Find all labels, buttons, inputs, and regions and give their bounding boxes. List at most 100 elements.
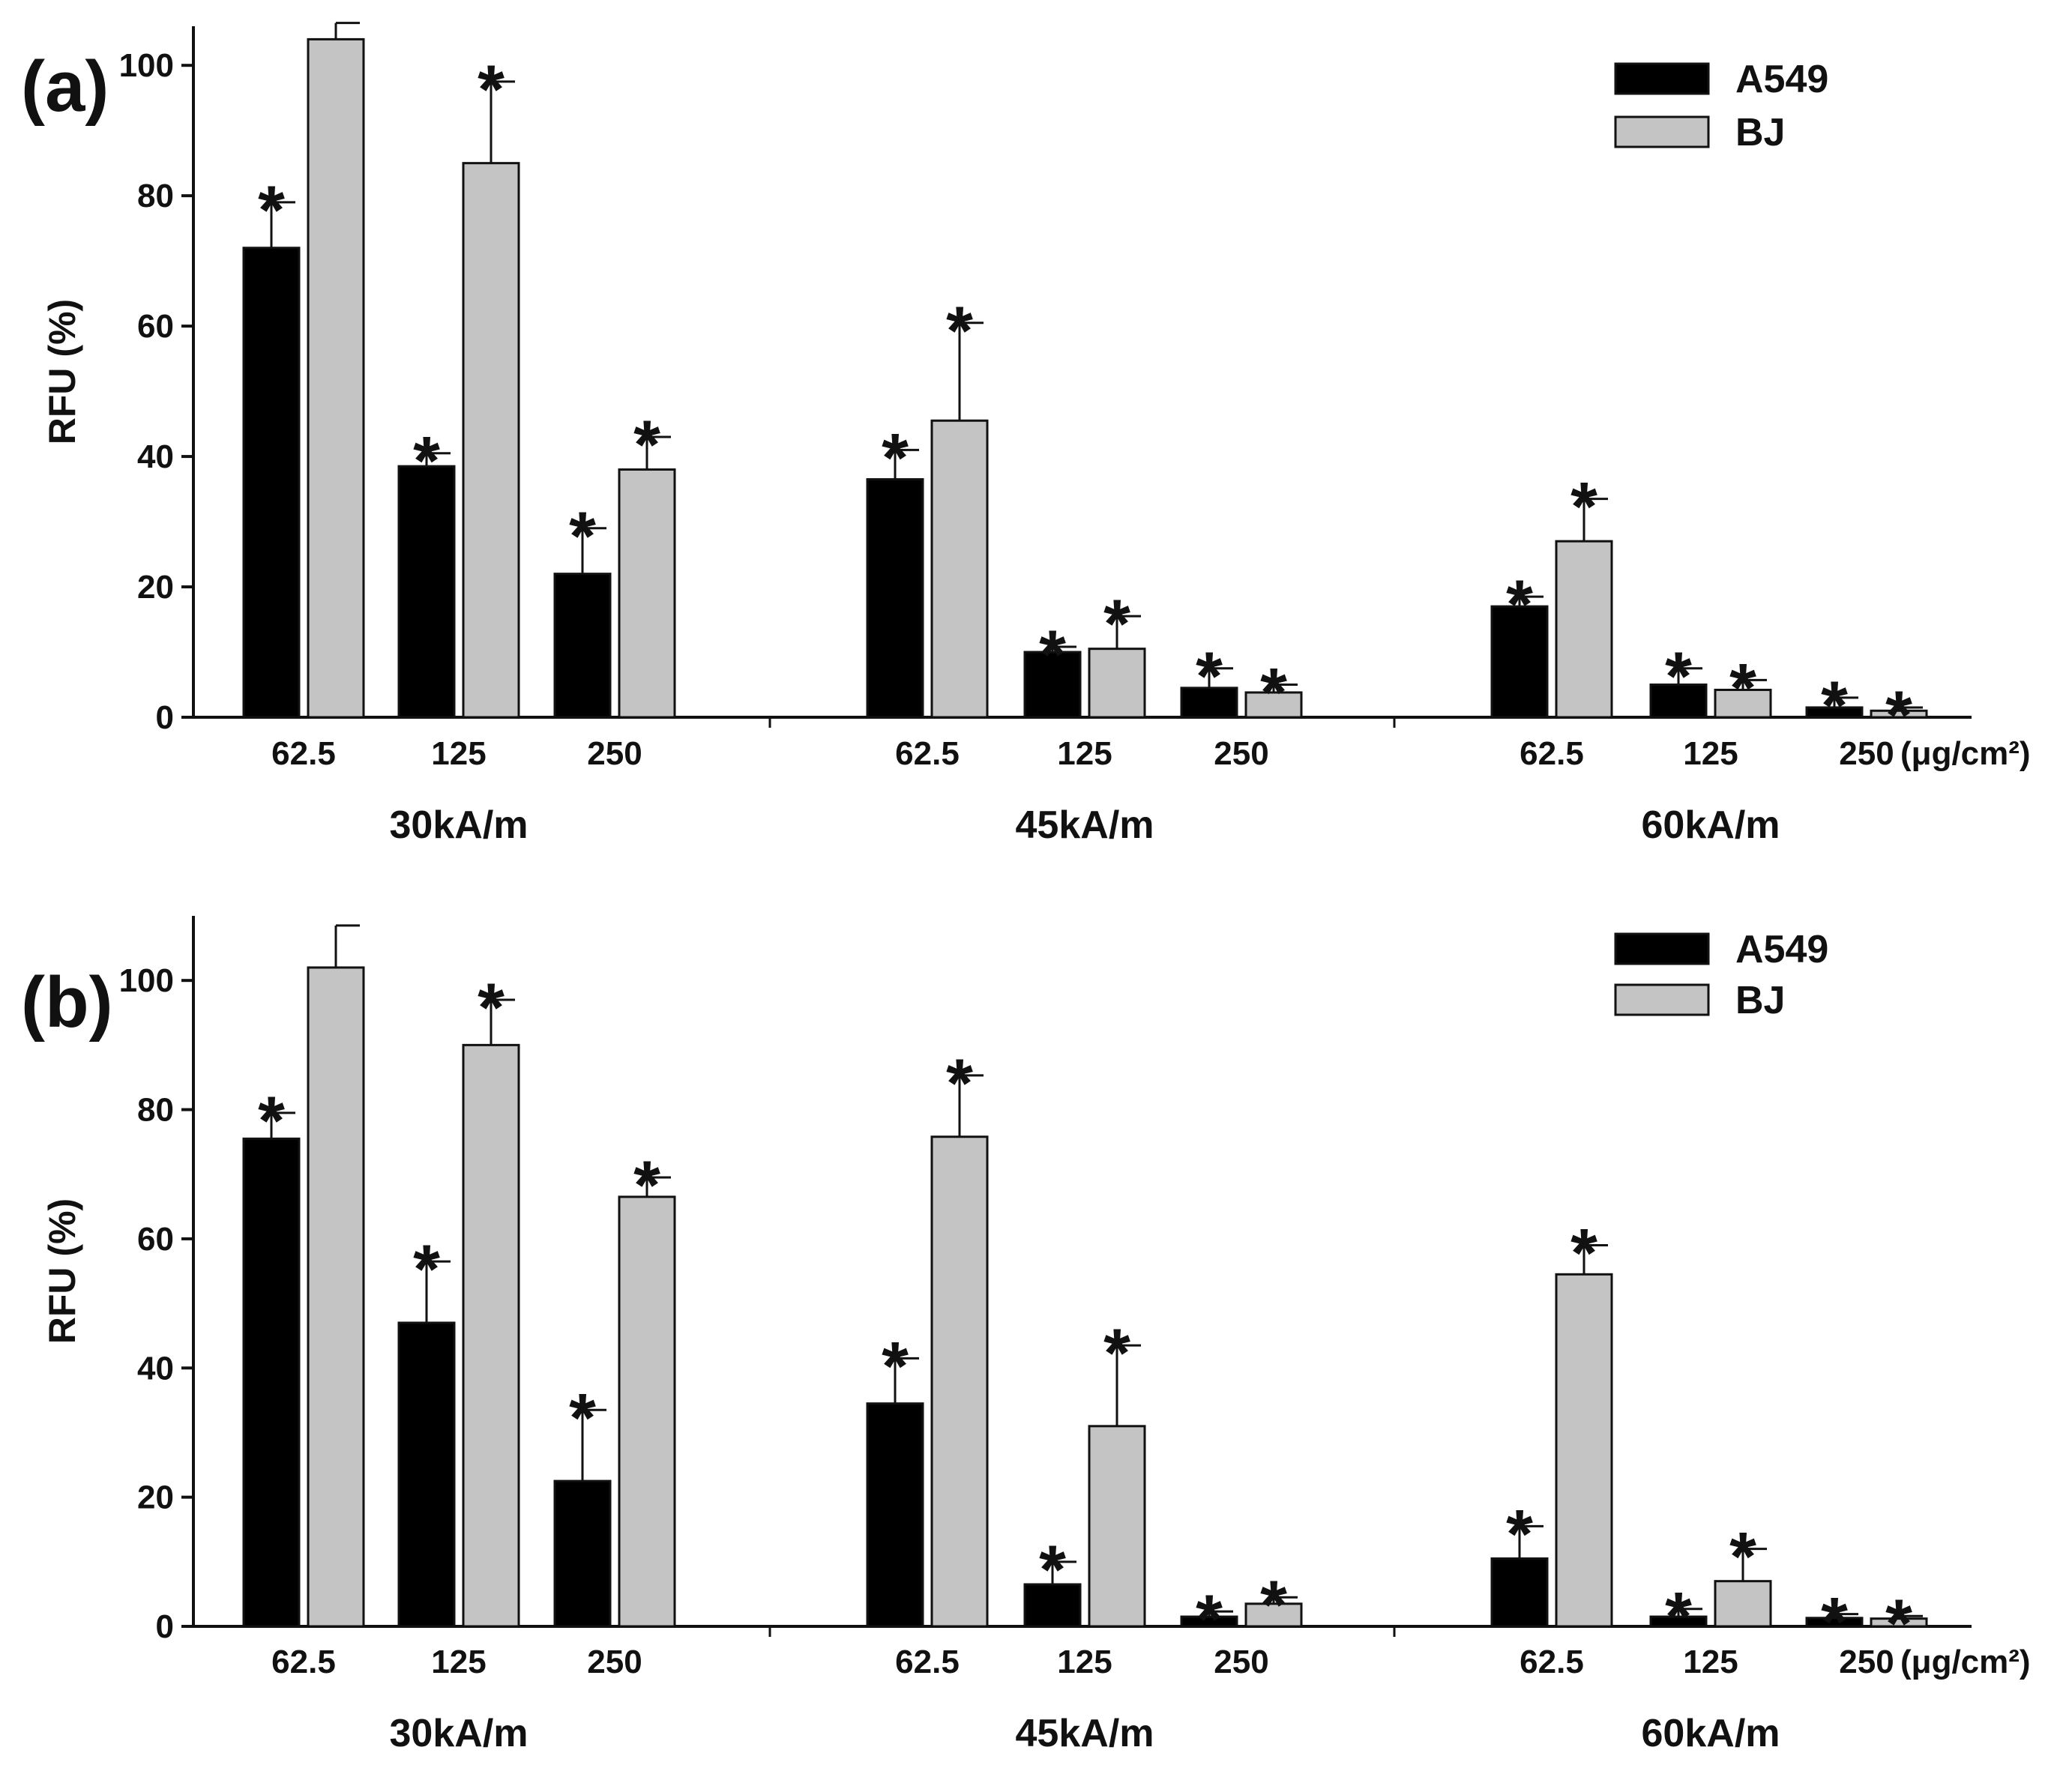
bar-bj (307, 966, 365, 1628)
significance-asterisk: * (882, 1328, 909, 1405)
y-tick-label: 20 (137, 569, 174, 606)
bar-a549 (1490, 605, 1549, 719)
y-tick-label: 20 (137, 1479, 174, 1516)
y-tick-label: 0 (156, 699, 174, 736)
y-tick-label: 80 (137, 178, 174, 214)
bar-a549 (1649, 684, 1708, 719)
x-unit-label: (μg/cm²) (1900, 1644, 2031, 1680)
bar-a549 (397, 465, 456, 719)
panel-label: (a) (21, 46, 109, 127)
bar-a549 (397, 1321, 456, 1628)
bar-bj (307, 37, 365, 719)
x-category-label: 250 (1214, 735, 1268, 772)
x-category-label: 62.5 (895, 735, 960, 772)
legend-swatch-bj (1614, 115, 1710, 148)
y-tick-label: 40 (137, 438, 174, 475)
bar-a549 (866, 1402, 924, 1628)
x-category-label: 125 (1683, 735, 1738, 772)
x-category-label: 250 (587, 735, 642, 772)
bar-bj (462, 1043, 520, 1628)
group-label: 60kA/m (1642, 1712, 1780, 1755)
chart-panel-a: (a) RFU (%) 0 20 40 60 80 100 * * * * * * * * * * * * * * * * * 6… (21, 22, 2031, 847)
y-tick-label: 100 (119, 47, 174, 84)
significance-asterisk: * (478, 52, 505, 128)
x-category-label: 62.5 (1520, 735, 1584, 772)
significance-asterisk: * (882, 420, 909, 496)
bar-bj (930, 419, 989, 719)
significance-asterisk: * (258, 1083, 285, 1159)
bar-bj (930, 1135, 989, 1628)
legend-label-a549: A549 (1735, 58, 1828, 101)
significance-asterisk: * (1665, 1579, 1692, 1656)
group-label: 45kA/m (1016, 1712, 1154, 1755)
bar-bj (1088, 1425, 1146, 1628)
group-label: 45kA/m (1016, 803, 1154, 847)
x-category-label: 62.5 (271, 735, 336, 772)
significance-asterisk: * (413, 423, 440, 500)
significance-asterisk: * (413, 1231, 440, 1308)
group-label: 30kA/m (390, 803, 528, 847)
x-category-label: 250 (1839, 735, 1894, 772)
y-axis-title: RFU (%) (41, 299, 83, 444)
legend-label-bj: BJ (1735, 111, 1785, 154)
significance-asterisk: * (569, 498, 596, 575)
bar-bj (618, 1195, 676, 1628)
chart-panel-b: (b) RFU (%) 0 20 40 60 80 100 * * * * * * * * * * * * * * * * * 6… (21, 916, 2031, 1755)
bar-a549 (553, 1479, 612, 1628)
significance-asterisk: * (1196, 639, 1223, 715)
bar-a549 (1023, 651, 1082, 719)
panel-label: (b) (21, 962, 113, 1043)
significance-asterisk: * (633, 1147, 660, 1224)
significance-asterisk: * (258, 172, 285, 249)
y-tick-label: 60 (137, 1221, 174, 1258)
legend-swatch-bj (1614, 983, 1710, 1016)
y-tick-label: 80 (137, 1092, 174, 1129)
bar-bj (1555, 1273, 1613, 1628)
significance-asterisk: * (569, 1380, 596, 1456)
significance-asterisk: * (1260, 655, 1287, 731)
x-category-label: 250 (1839, 1644, 1894, 1680)
significance-asterisk: * (1039, 617, 1066, 693)
bar-a549 (242, 1137, 301, 1628)
legend-label-a549: A549 (1735, 928, 1828, 971)
significance-asterisk: * (1729, 650, 1756, 726)
bar-a549 (553, 573, 612, 719)
x-category-label: 125 (431, 735, 486, 772)
significance-asterisk: * (1885, 678, 1912, 754)
y-tick-label: 100 (119, 962, 174, 999)
legend-swatch-a549 (1614, 62, 1710, 95)
bar-bj (618, 468, 676, 719)
significance-asterisk: * (1196, 1581, 1223, 1658)
bar-a549 (242, 247, 301, 719)
x-category-label: 250 (587, 1644, 642, 1680)
x-category-label: 125 (1057, 1644, 1112, 1680)
significance-asterisk: * (633, 407, 660, 483)
legend-swatch-a549 (1614, 932, 1710, 965)
bar-bj (1088, 648, 1146, 719)
bar-bj (462, 162, 520, 719)
significance-asterisk: * (1506, 567, 1533, 643)
bar-a549 (1023, 1583, 1082, 1628)
x-category-label: 125 (1057, 735, 1112, 772)
significance-asterisk: * (1506, 1496, 1533, 1572)
x-category-label: 125 (1683, 1644, 1738, 1680)
significance-asterisk: * (1260, 1567, 1287, 1644)
group-label: 60kA/m (1642, 803, 1780, 847)
significance-asterisk: * (1039, 1532, 1066, 1608)
y-axis-title: RFU (%) (41, 1198, 83, 1344)
significance-asterisk: * (478, 970, 505, 1046)
bar-bj (1555, 540, 1613, 719)
significance-asterisk: * (1665, 639, 1692, 715)
bar-a549 (866, 478, 924, 719)
bar-bj (1244, 1602, 1303, 1628)
x-category-label: 62.5 (1520, 1644, 1584, 1680)
significance-asterisk: * (1103, 586, 1130, 663)
group-label: 30kA/m (390, 1712, 528, 1755)
significance-asterisk: * (1821, 668, 1848, 744)
y-tick-label: 40 (137, 1350, 174, 1387)
x-unit-label: (μg/cm²) (1900, 735, 2031, 772)
significance-asterisk: * (946, 1046, 973, 1122)
bar-a549 (1490, 1557, 1549, 1628)
significance-asterisk: * (1885, 1586, 1912, 1662)
